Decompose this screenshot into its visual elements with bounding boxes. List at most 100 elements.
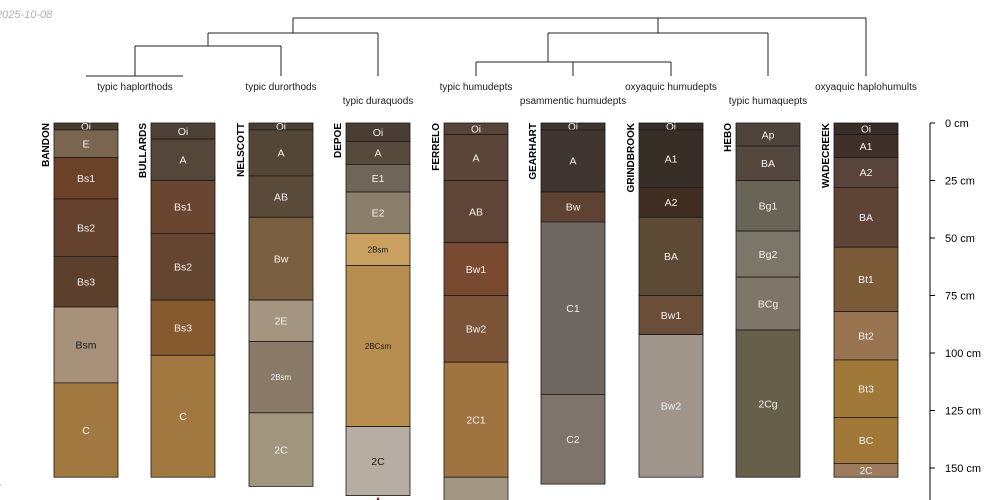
horizon-label: Bsm — [76, 340, 97, 352]
dendrogram — [86, 17, 867, 77]
horizon-label: BA — [664, 251, 678, 263]
horizon-label: A — [472, 152, 479, 164]
horizon-ba — [638, 216, 704, 296]
horizon-c2 — [540, 393, 606, 485]
horizon-label: A — [179, 155, 186, 167]
horizon-label: Oi — [471, 124, 481, 135]
horizon-2cg — [735, 329, 801, 478]
taxon-label: psammentic humudepts — [520, 96, 626, 107]
horizon-e — [53, 129, 119, 158]
horizon-label: Bw — [566, 202, 581, 214]
horizon-bsm — [53, 306, 119, 384]
horizon-a — [443, 134, 509, 181]
horizon-ab — [443, 180, 509, 243]
horizon-label: 2Bsm — [271, 373, 292, 382]
horizon-label: A1 — [860, 141, 873, 153]
horizon-bw1 — [443, 242, 509, 296]
horizon-bw1 — [638, 295, 704, 335]
horizon-a — [150, 138, 216, 181]
profile-name: GRINDBROOK — [626, 122, 637, 192]
profile-name: BULLARDS — [138, 123, 149, 178]
profile-nelscott: Oi A AB Bw 2E 2Bsm 2C NELSCOTT — [236, 122, 314, 487]
horizon-a — [540, 129, 606, 193]
horizon-bg2 — [735, 230, 801, 278]
horizon-e2 — [345, 191, 411, 234]
taxon-label: oxyaquic humudepts — [625, 82, 717, 93]
horizon-label: Oi — [666, 122, 676, 133]
horizon-bs3 — [53, 255, 119, 308]
horizon-label: C2 — [566, 434, 580, 446]
horizon-bs2 — [150, 232, 216, 301]
horizon-label: 2Bsm — [368, 245, 389, 254]
horizon-label: BA — [859, 212, 873, 224]
horizon-label: 2C — [860, 466, 873, 477]
horizon-label: 2BCsm — [365, 342, 392, 351]
horizon-label: A2 — [665, 197, 678, 209]
horizon-c1 — [540, 221, 606, 395]
horizon-bs3 — [150, 299, 216, 356]
horizon-2c1 — [443, 361, 509, 478]
profile-depoe: Oi A E1 E2 2Bsm 2BCsm 2C DEPOE — [333, 122, 411, 500]
profile-wadecreek: Oi A1 A2 BA Bt1 Bt2 Bt3 BC 2C WADECREEK — [821, 122, 899, 478]
horizon-label: Bg1 — [759, 201, 778, 213]
horizon-bs1 — [53, 157, 119, 200]
horizon-label: E — [82, 138, 89, 150]
horizon-label: Bw2 — [661, 401, 682, 413]
profile-name: DEPOE — [333, 123, 344, 158]
date-stamp: 2025-10-08 — [0, 9, 53, 21]
horizon-label: Bs1 — [174, 202, 192, 214]
taxon-label: typic humudepts — [440, 82, 513, 93]
horizon-label: 2C1 — [466, 414, 485, 426]
horizon-label: E2 — [372, 207, 385, 219]
horizon-bw — [540, 191, 606, 223]
horizon-label: Bs1 — [77, 173, 95, 185]
horizon-label: Ap — [762, 129, 775, 141]
horizon-label: BCg — [758, 298, 779, 310]
profile-grindbrook: Oi A1 A2 BA Bw1 Bw2 GRINDBROOK — [626, 122, 704, 478]
depth-tick-label: 125 cm — [945, 406, 981, 418]
horizon-label: 2Cg — [758, 398, 777, 410]
horizon-label: Oi — [81, 122, 91, 133]
horizon-label: Bg2 — [759, 249, 778, 261]
profile-name: GEARHART — [528, 123, 539, 180]
horizon-2c — [833, 462, 899, 478]
horizon-bw — [248, 216, 314, 301]
horizon-ba — [833, 186, 899, 248]
depth-tick-label: 25 cm — [945, 176, 975, 188]
horizon-bcg — [735, 276, 801, 331]
horizon-label: 2C — [371, 456, 385, 468]
depth-axis: 0 cm 25 cm 50 cm 75 cm 100 cm 125 cm 150 cm — [929, 118, 981, 500]
horizon-label: Oi — [861, 124, 871, 135]
profile-name: NELSCOTT — [236, 123, 247, 177]
horizon-c — [150, 354, 216, 478]
horizon-label: A2 — [860, 167, 873, 179]
depth-tick-label: 150 cm — [945, 463, 981, 475]
horizon-label: C1 — [566, 303, 580, 315]
horizon-2bcsm — [345, 265, 411, 428]
soil-profiles: Oi E Bs1 Bs2 Bs3 Bsm C BANDON Oi A Bs1 Bs2 Bs3 C BULLA… — [41, 122, 899, 500]
horizon-bs1 — [150, 180, 216, 234]
horizon-label: A — [569, 156, 576, 168]
horizon-2c — [345, 426, 411, 497]
horizon-label: AB — [274, 191, 288, 203]
profile-bandon: Oi E Bs1 Bs2 Bs3 Bsm C BANDON — [41, 122, 119, 478]
horizon-ba — [735, 145, 801, 181]
horizon-label: A — [374, 148, 381, 160]
horizon-label: C — [82, 425, 90, 437]
horizon-2bsm — [248, 341, 314, 414]
horizon-label: Bs3 — [174, 322, 192, 334]
horizon-label: 2C — [274, 444, 288, 456]
horizon-label: Bt2 — [858, 331, 874, 343]
profile-name: BANDON — [41, 123, 52, 167]
taxon-label: typic durorthods — [245, 82, 316, 93]
horizon-unlabeled — [443, 476, 509, 500]
taxon-label: typic duraquods — [343, 96, 414, 107]
horizon-label: Bw — [274, 253, 289, 265]
horizon-label: E1 — [372, 173, 385, 185]
horizon-label: Bs2 — [77, 222, 95, 234]
horizon-label: Bt3 — [858, 383, 874, 395]
profile-gearhart: Oi A Bw C1 C2 GEARHART — [528, 122, 606, 485]
horizon-a1 — [638, 129, 704, 188]
horizon-label: BA — [761, 158, 775, 170]
